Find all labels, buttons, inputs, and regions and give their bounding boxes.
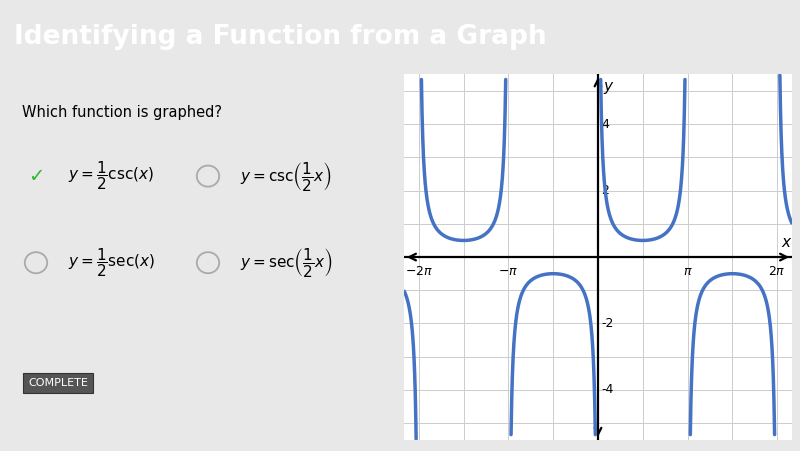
Text: $y = \dfrac{1}{2}\csc(x)$: $y = \dfrac{1}{2}\csc(x)$ xyxy=(68,160,154,193)
Text: $y = \dfrac{1}{2}\sec(x)$: $y = \dfrac{1}{2}\sec(x)$ xyxy=(68,246,155,279)
Text: $y = \csc\!\left(\dfrac{1}{2}x\right)$: $y = \csc\!\left(\dfrac{1}{2}x\right)$ xyxy=(240,160,331,193)
Text: $y = \sec\!\left(\dfrac{1}{2}x\right)$: $y = \sec\!\left(\dfrac{1}{2}x\right)$ xyxy=(240,246,333,279)
Text: 4: 4 xyxy=(602,118,610,131)
Text: Which function is graphed?: Which function is graphed? xyxy=(22,105,222,120)
Text: $-2\pi$: $-2\pi$ xyxy=(405,265,433,278)
Text: 2: 2 xyxy=(602,184,610,197)
Text: $\pi$: $\pi$ xyxy=(682,265,693,278)
Text: COMPLETE: COMPLETE xyxy=(28,378,88,388)
Text: Identifying a Function from a Graph: Identifying a Function from a Graph xyxy=(14,24,547,50)
Text: $-\pi$: $-\pi$ xyxy=(498,265,518,278)
Text: y: y xyxy=(603,79,612,94)
Text: $2\pi$: $2\pi$ xyxy=(769,265,786,278)
Text: -4: -4 xyxy=(602,383,614,396)
Text: -2: -2 xyxy=(602,317,614,330)
Text: ✓: ✓ xyxy=(28,166,44,186)
Text: x: x xyxy=(782,235,790,250)
